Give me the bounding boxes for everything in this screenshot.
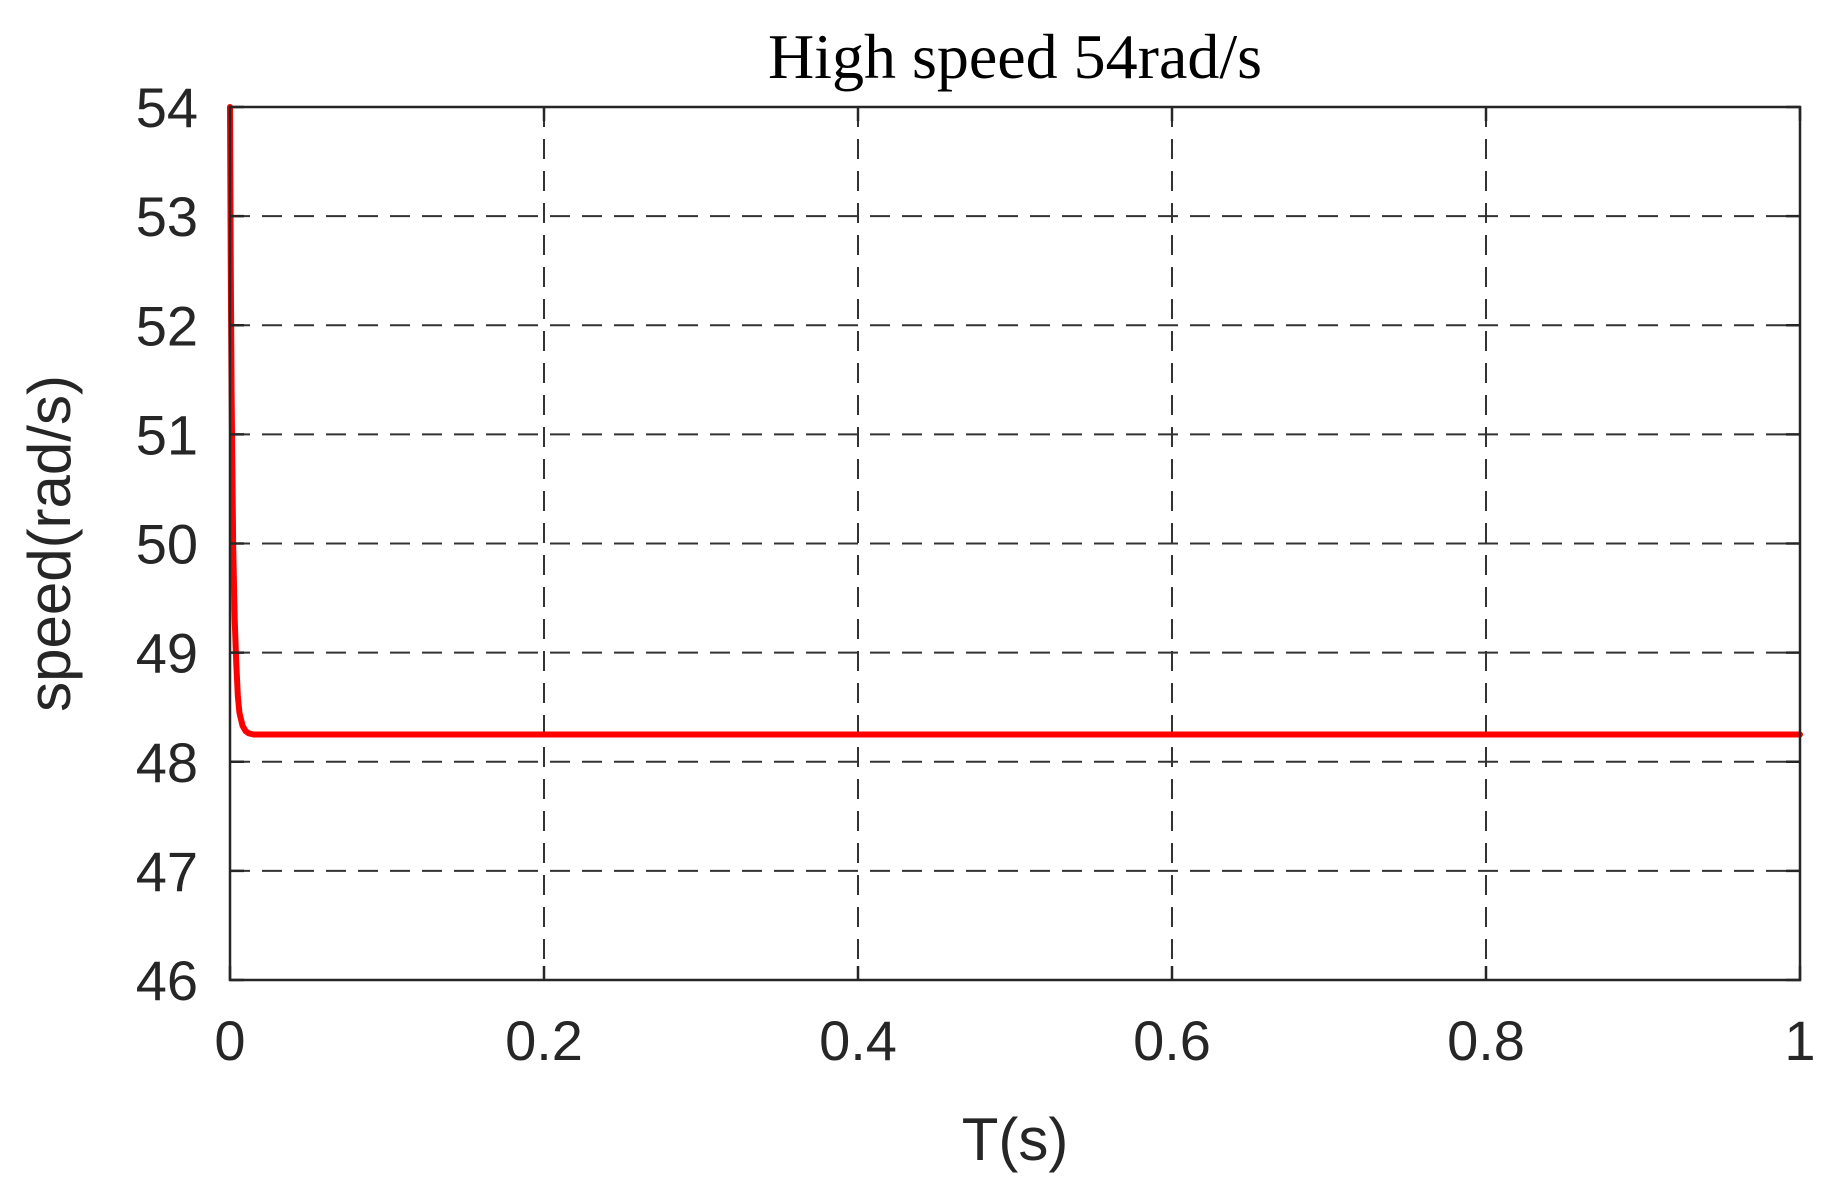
x-tick-labels: 0 0.2 0.4 0.6 0.8 1 xyxy=(214,1009,1815,1072)
x-tick-label: 1 xyxy=(1784,1009,1815,1072)
y-tick-label: 53 xyxy=(136,185,198,248)
x-tick-label: 0.2 xyxy=(505,1009,583,1072)
y-tick-label: 52 xyxy=(136,294,198,357)
x-tick-label: 0.8 xyxy=(1447,1009,1525,1072)
y-tick-label: 51 xyxy=(136,403,198,466)
y-tick-label: 49 xyxy=(136,622,198,685)
y-tick-label: 46 xyxy=(136,949,198,1012)
y-tick-label: 54 xyxy=(136,76,198,139)
x-tick-label: 0 xyxy=(214,1009,245,1072)
y-tick-labels: 46 47 48 49 50 51 52 53 54 xyxy=(136,76,198,1012)
y-tick-label: 48 xyxy=(136,731,198,794)
x-tick-label: 0.6 xyxy=(1133,1009,1211,1072)
series-line xyxy=(227,104,1803,738)
grid-lines xyxy=(230,107,1800,980)
chart-title: High speed 54rad/s xyxy=(768,21,1262,92)
y-tick-label: 47 xyxy=(136,840,198,903)
axis-ticks xyxy=(228,105,1802,982)
y-axis-label: speed(rad/s) xyxy=(16,375,83,712)
x-axis-label: T(s) xyxy=(962,1106,1069,1173)
x-tick-label: 0.4 xyxy=(819,1009,897,1072)
y-tick-label: 50 xyxy=(136,513,198,576)
series-group xyxy=(227,104,1803,738)
